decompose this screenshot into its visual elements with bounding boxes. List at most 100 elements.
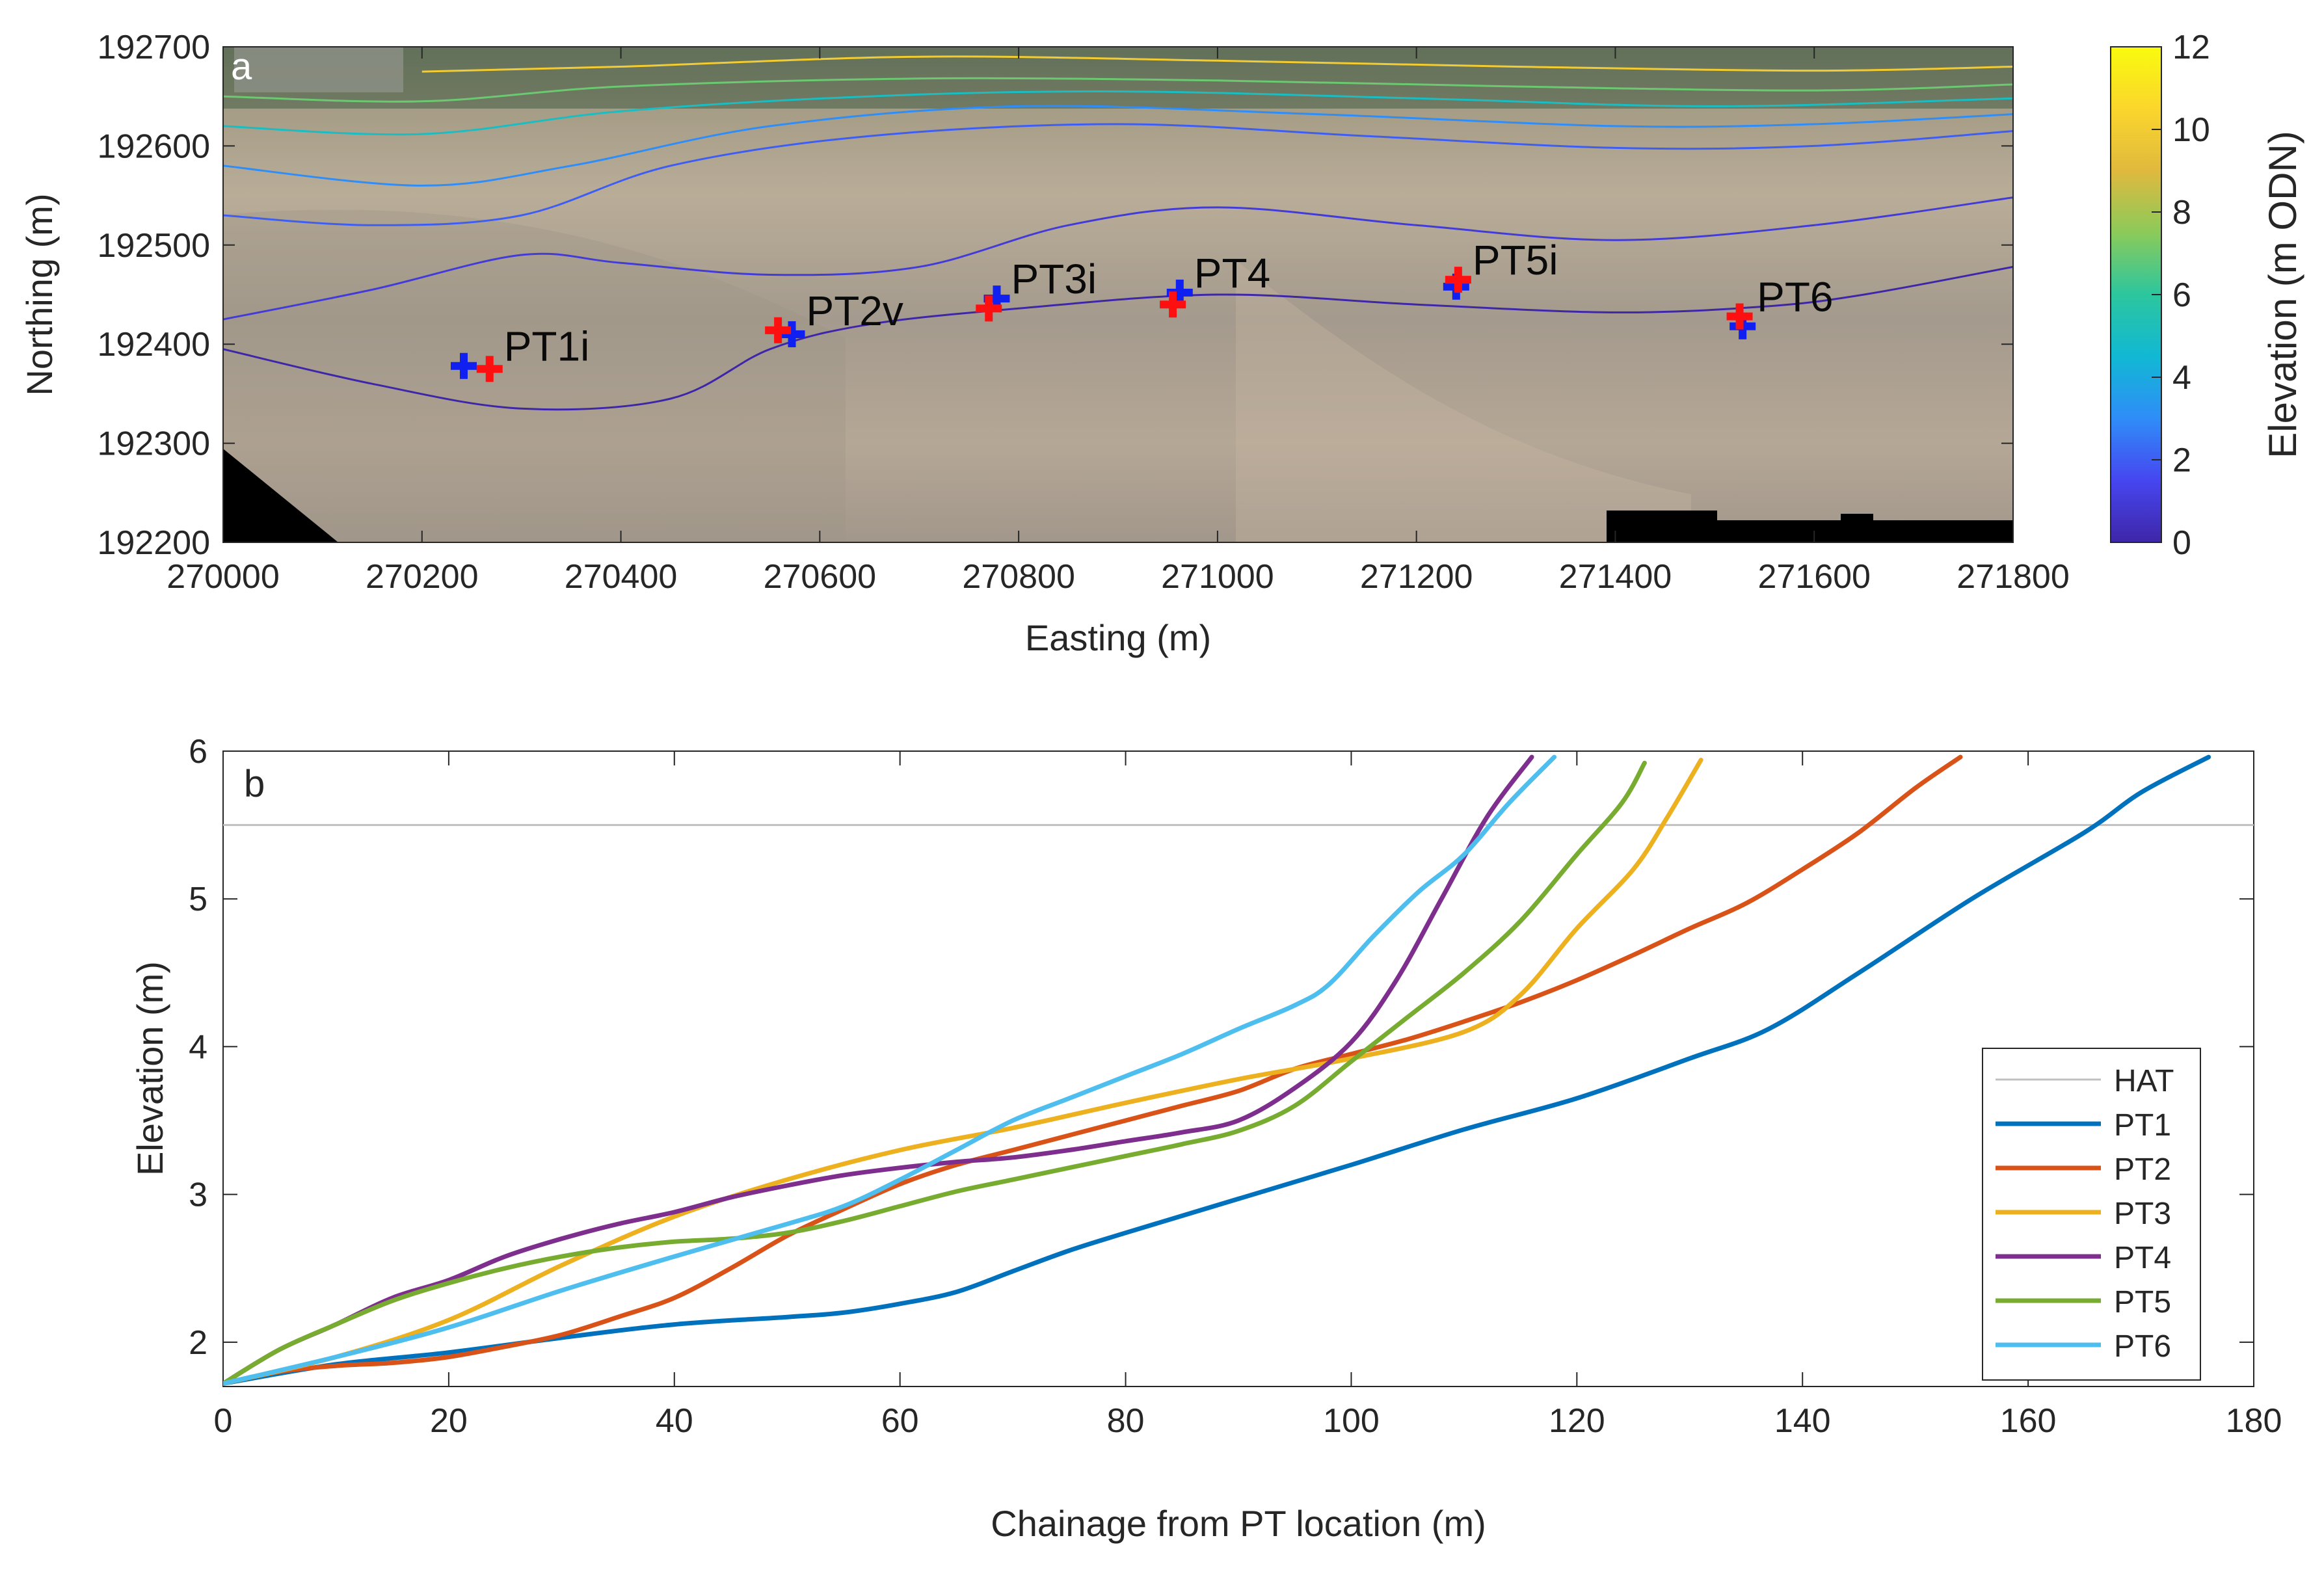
red-cross-marker xyxy=(765,317,792,343)
red-cross-marker-v xyxy=(1454,267,1462,293)
x-tick-label: 140 xyxy=(1774,1402,1831,1440)
y-tick-label: 3 xyxy=(189,1176,207,1214)
contour-line xyxy=(223,90,2013,136)
map-ticks: 270000 270200 270400 270600 270800 271000 2712… xyxy=(97,29,2069,596)
y-tick-label: 192600 xyxy=(97,127,210,165)
x-tick-label: 20 xyxy=(430,1402,468,1440)
x-tick-label: 100 xyxy=(1323,1402,1380,1440)
panel-b-label: b xyxy=(244,763,265,805)
profile-y-label: Elevation (m) xyxy=(129,961,170,1176)
red-cross-marker-v xyxy=(1169,291,1177,318)
series-line-pt4 xyxy=(223,754,1534,1386)
colorbar-ticks: 0 2 4 6 8 10 12 xyxy=(2152,29,2210,562)
panel-b: 0 20 40 60 80 100 120 140 160 180 2 3 4 5 6 b Chainage… xyxy=(129,733,2282,1544)
contour-line xyxy=(223,123,2013,226)
y-tick-label: 4 xyxy=(189,1028,207,1066)
marker-label: PT2v xyxy=(807,287,903,334)
map-x-label: Easting (m) xyxy=(1025,617,1211,658)
profile-axes-box xyxy=(222,750,2254,1387)
x-tick-label: 271800 xyxy=(1957,558,2070,596)
profile-series xyxy=(223,754,2211,1386)
colorbar-tick-label: 2 xyxy=(2172,442,2191,479)
no-data-left xyxy=(223,449,338,542)
legend-label-pt3: PT3 xyxy=(2114,1197,2171,1231)
red-cross-marker-v xyxy=(774,317,782,343)
colorbar-tick-label: 8 xyxy=(2172,194,2191,232)
contour-line xyxy=(223,196,2013,321)
blue-cross-marker-v xyxy=(459,352,468,379)
y-tick-label: 2 xyxy=(189,1324,207,1362)
blue-cross-marker xyxy=(450,352,477,379)
y-tick-label: 5 xyxy=(189,881,207,918)
legend-label-pt5: PT5 xyxy=(2114,1285,2171,1320)
contour-line xyxy=(223,77,2013,103)
legend-label-hat: HAT xyxy=(2114,1064,2174,1098)
legend-label-pt6: PT6 xyxy=(2114,1329,2171,1364)
dunes-strip xyxy=(223,47,2013,109)
colorbar-tick-label: 10 xyxy=(2172,111,2210,149)
colorbar-tick-label: 6 xyxy=(2172,276,2191,314)
series-line-pt3 xyxy=(223,758,1703,1386)
marker-label: PT3i xyxy=(1011,256,1097,302)
x-tick-label: 40 xyxy=(656,1402,693,1440)
legend-label-pt1: PT1 xyxy=(2114,1108,2171,1143)
panel-a-label: a xyxy=(231,46,252,88)
panel-a: PT1i PT2v PT3i PT4 PT5i PT6 270000 270200 27040… xyxy=(19,29,2304,658)
red-cross-marker xyxy=(1726,303,1753,330)
y-tick-label: 192500 xyxy=(97,227,210,265)
x-tick-label: 270800 xyxy=(962,558,1075,596)
x-tick-label: 60 xyxy=(881,1402,919,1440)
colorbar-tick-label: 0 xyxy=(2172,524,2191,562)
sand-ripples xyxy=(1236,260,1691,542)
orthophoto: PT1i PT2v PT3i PT4 PT5i PT6 xyxy=(223,47,2013,542)
legend-label-pt2: PT2 xyxy=(2114,1152,2171,1187)
blue-cross-marker-v xyxy=(788,321,796,347)
profile-ticks: 0 20 40 60 80 100 120 140 160 180 2 3 4 5 6 xyxy=(189,733,2282,1440)
colorbar-tick-label: 12 xyxy=(2172,29,2210,66)
x-tick-label: 271600 xyxy=(1757,558,1871,596)
colorbar-label: Elevation (m ODN) xyxy=(2261,131,2304,458)
legend: HAT PT1 PT2 PT3 PT4 PT5 PT6 xyxy=(1982,1048,2201,1381)
contour-lines xyxy=(223,55,2013,411)
legend-label-pt4: PT4 xyxy=(2114,1241,2171,1275)
x-tick-label: 270200 xyxy=(366,558,479,596)
beach-background xyxy=(223,47,2013,542)
contour-line xyxy=(223,265,2013,411)
marker-label: PT6 xyxy=(1757,274,1833,321)
x-tick-label: 180 xyxy=(2226,1402,2282,1440)
car-park xyxy=(234,47,403,92)
series-line-pt1 xyxy=(223,754,2211,1386)
red-cross-marker-v xyxy=(985,295,993,322)
pt-markers: PT1i PT2v PT3i PT4 PT5i PT6 xyxy=(450,237,1834,382)
red-cross-marker xyxy=(476,356,503,382)
blue-cross-marker-v xyxy=(1175,279,1184,306)
red-cross-marker-v xyxy=(485,356,494,382)
lower-beach-shade xyxy=(223,209,846,542)
x-tick-label: 271000 xyxy=(1161,558,1274,596)
profile-x-label: Chainage from PT location (m) xyxy=(991,1503,1486,1544)
marker-label: PT4 xyxy=(1194,250,1270,297)
marker-label: PT1i xyxy=(504,323,590,370)
x-tick-label: 270000 xyxy=(167,558,280,596)
x-tick-label: 271200 xyxy=(1360,558,1473,596)
y-tick-label: 192300 xyxy=(97,425,210,463)
red-cross-marker xyxy=(976,295,1002,322)
x-tick-label: 0 xyxy=(214,1402,233,1440)
series-line-pt2 xyxy=(223,754,1963,1386)
y-tick-label: 192700 xyxy=(97,29,210,66)
contour-line xyxy=(223,105,2013,187)
red-cross-marker xyxy=(1445,267,1471,293)
x-tick-label: 270400 xyxy=(565,558,678,596)
x-tick-label: 270600 xyxy=(764,558,877,596)
y-tick-label: 192400 xyxy=(97,326,210,364)
series-line-pt5 xyxy=(223,760,1647,1386)
x-tick-label: 160 xyxy=(2000,1402,2057,1440)
contour-line xyxy=(421,55,2013,73)
colorbar-tick-label: 4 xyxy=(2172,359,2191,397)
y-tick-label: 192200 xyxy=(97,524,210,562)
red-cross-marker-v xyxy=(1735,303,1744,330)
no-data-bottom xyxy=(1607,511,1873,542)
x-tick-label: 120 xyxy=(1549,1402,1605,1440)
y-tick-label: 6 xyxy=(189,733,207,771)
